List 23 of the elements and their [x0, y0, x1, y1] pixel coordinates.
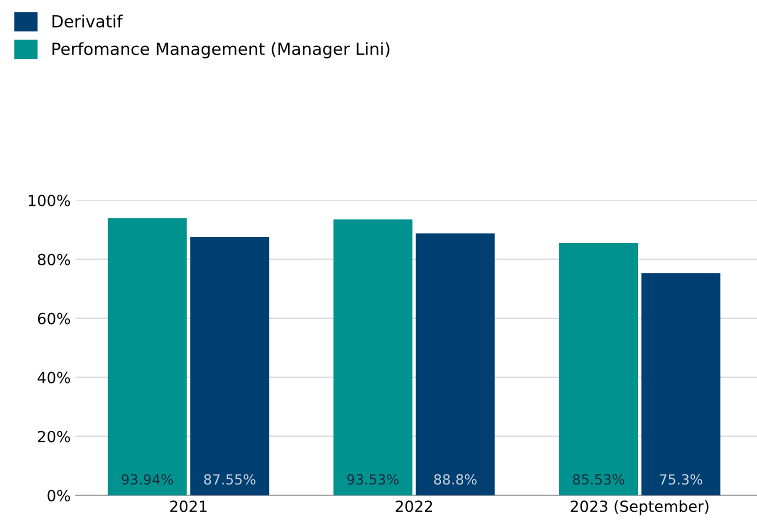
data-label: 87.55%	[204, 474, 256, 485]
bar	[108, 218, 187, 496]
x-tick-label: 2023 (September)	[570, 500, 708, 516]
data-label: 93.53%	[347, 474, 399, 485]
bar	[190, 237, 270, 496]
x-tick-label: 2022	[396, 500, 432, 512]
bar	[641, 273, 720, 496]
bar	[416, 233, 495, 496]
legend-label: Perfomance Management (Manager Lini)	[52, 42, 390, 58]
data-label: 75.3%	[660, 474, 702, 485]
data-label: 85.53%	[572, 474, 624, 485]
legend-label: Derivatif	[52, 14, 123, 28]
data-label: 88.8%	[434, 474, 477, 485]
y-tick-label: 100%	[28, 194, 70, 206]
data-label: 93.94%	[122, 474, 174, 485]
y-tick-label: 80%	[38, 254, 70, 266]
y-tick-label: 60%	[38, 312, 70, 324]
bar	[559, 242, 638, 496]
y-tick-label: 0%	[48, 490, 70, 502]
x-tick-label: 2021	[170, 500, 207, 512]
bar	[333, 219, 412, 496]
y-tick-label: 40%	[38, 372, 70, 384]
y-tick-label: 20%	[38, 430, 70, 442]
